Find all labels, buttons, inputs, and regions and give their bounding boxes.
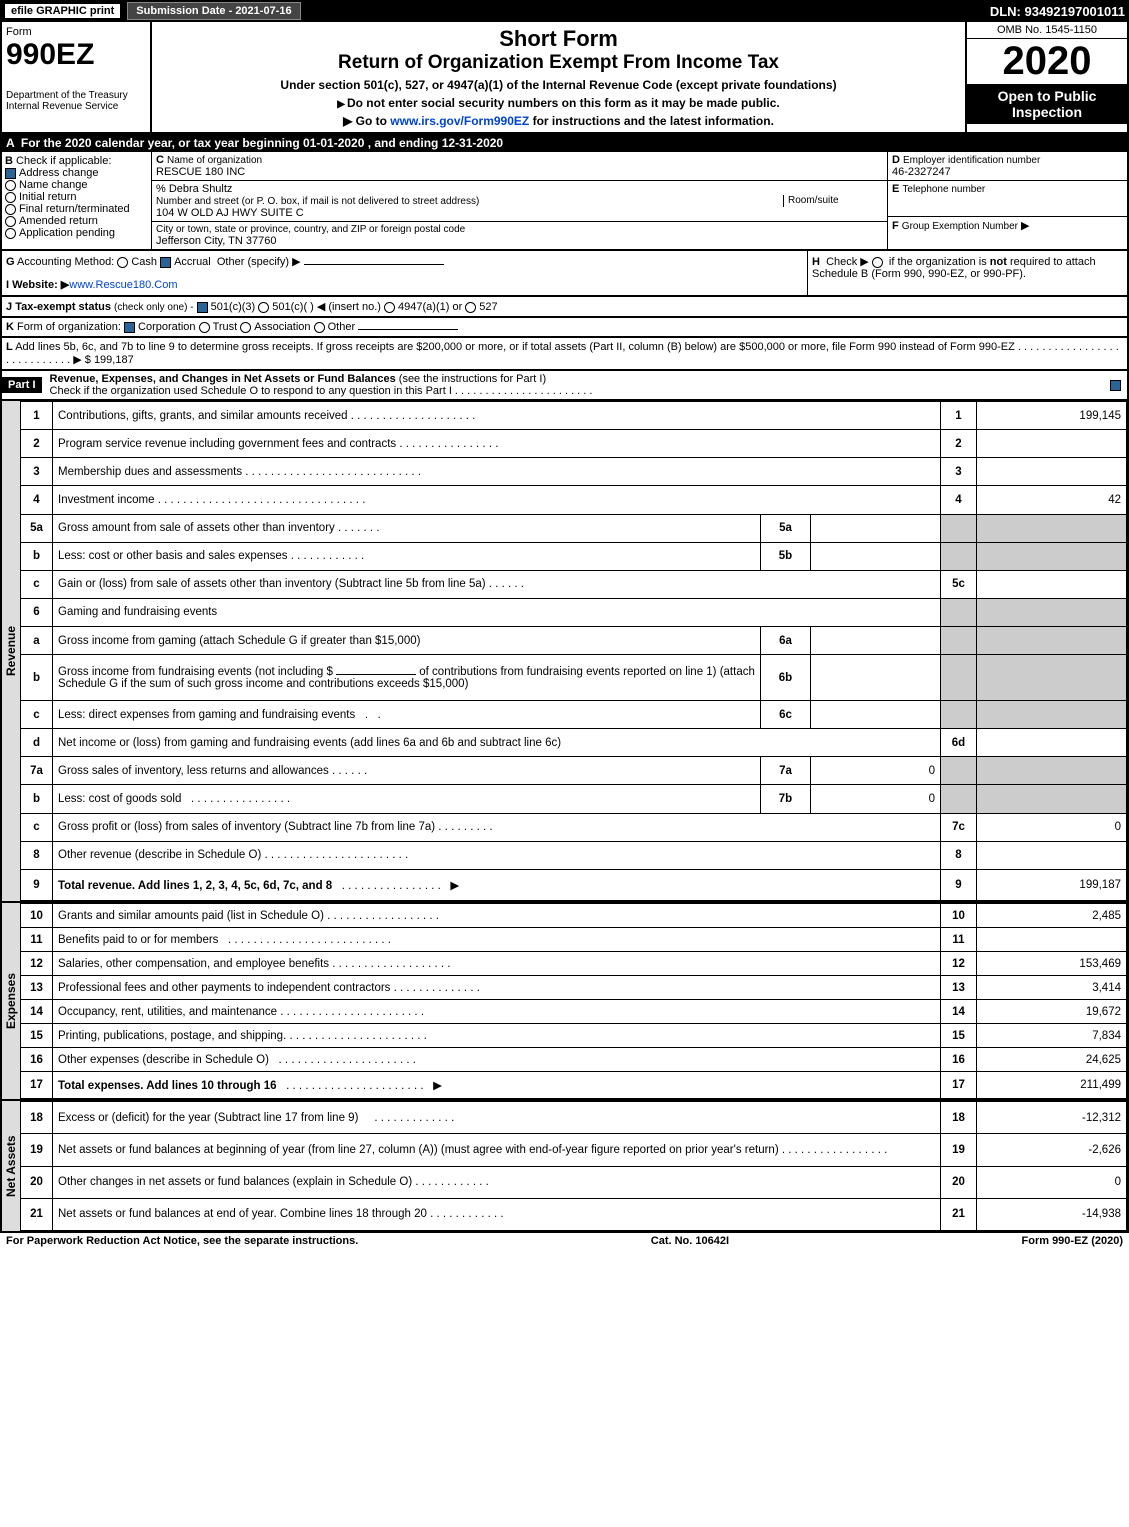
rad-sched-b[interactable] [872,257,883,268]
form-header: Form 990EZ Department of the Treasury In… [0,22,1129,134]
footer-right: Form 990-EZ (2020) [1022,1235,1124,1247]
efile-print-button[interactable]: efile GRAPHIC print [4,3,121,19]
title-short-form: Short Form [156,26,961,52]
chk-address-change[interactable] [5,168,16,179]
j-label: Tax-exempt status [15,301,111,313]
chk-name-change[interactable] [5,180,16,191]
website-link[interactable]: www.Rescue180.Com [69,279,177,291]
ein: 46-2327247 [892,166,1123,178]
chk-sched-o[interactable] [1110,380,1121,391]
chk-corp[interactable] [124,322,135,333]
tab-revenue: Revenue [2,401,20,901]
chk-accrual[interactable] [160,257,171,268]
city-state-zip: Jefferson City, TN 37760 [156,235,883,247]
open-inspection: Open to Public Inspection [967,84,1127,124]
section-a: A For the 2020 calendar year, or tax yea… [0,134,1129,152]
rad-other-org[interactable] [314,322,325,333]
part1-heading: Revenue, Expenses, and Changes in Net As… [50,373,396,385]
street-address: 104 W OLD AJ HWY SUITE C [156,207,883,219]
dept-label: Department of the Treasury [6,90,146,101]
d-label: Employer identification number [903,155,1040,166]
rad-4947[interactable] [384,302,395,313]
subtitle: Under section 501(c), 527, or 4947(a)(1)… [156,78,961,92]
chk-pending[interactable] [5,228,16,239]
part1-badge: Part I [2,377,42,393]
footer-left: For Paperwork Reduction Act Notice, see … [6,1235,358,1247]
e-label: Telephone number [902,184,985,195]
chk-amended[interactable] [5,216,16,227]
chk-final-return[interactable] [5,204,16,215]
tab-net-assets: Net Assets [2,1101,20,1231]
net-assets-table: 18Excess or (deficit) for the year (Subt… [20,1101,1127,1231]
submission-date-button[interactable]: Submission Date - 2021-07-16 [127,2,300,20]
org-info-block: B Check if applicable: Address change Na… [0,152,1129,251]
org-name: RESCUE 180 INC [156,166,883,178]
note-ssn: Do not enter social security numbers on … [156,96,961,110]
revenue-table: 1Contributions, gifts, grants, and simil… [20,401,1127,901]
footer-mid: Cat. No. 10642I [651,1235,729,1247]
rad-501c[interactable] [258,302,269,313]
city-label: City or town, state or province, country… [156,224,883,235]
b-label: Check if applicable: [16,155,111,167]
irs-label: Internal Revenue Service [6,101,146,112]
expense-table: 10Grants and similar amounts paid (list … [20,903,1127,1099]
tab-expenses: Expenses [2,903,20,1099]
form-word: Form [6,26,146,38]
g-label: Accounting Method: [17,256,114,268]
chk-initial-return[interactable] [5,192,16,203]
title-return: Return of Organization Exempt From Incom… [156,52,961,74]
omb-number: OMB No. 1545-1150 [967,22,1127,39]
tax-year: 2020 [967,39,1127,84]
l-amount: $ 199,187 [85,354,134,366]
form-number: 990EZ [6,38,146,72]
addr-label: Number and street (or P. O. box, if mail… [156,196,479,207]
dln-label: DLN: 93492197001011 [990,4,1125,19]
top-bar: efile GRAPHIC print Submission Date - 20… [0,0,1129,22]
rad-527[interactable] [465,302,476,313]
rad-assoc[interactable] [240,322,251,333]
note-goto: ▶ Go to www.irs.gov/Form990EZ for instru… [156,114,961,128]
care-of: % Debra Shultz [156,183,883,195]
l-text: Add lines 5b, 6c, and 7b to line 9 to de… [15,341,1015,353]
k-label: Form of organization: [17,321,121,333]
part1-note: (see the instructions for Part I) [399,373,546,385]
page-footer: For Paperwork Reduction Act Notice, see … [0,1233,1129,1249]
irs-link[interactable]: www.irs.gov/Form990EZ [390,114,529,128]
room-label: Room/suite [783,195,883,207]
c-label: Name of organization [167,155,262,166]
rad-cash[interactable] [117,257,128,268]
chk-501c3[interactable] [197,302,208,313]
part1-check-note: Check if the organization used Schedule … [50,385,452,397]
f-label: Group Exemption Number [902,221,1018,232]
rad-trust[interactable] [199,322,210,333]
